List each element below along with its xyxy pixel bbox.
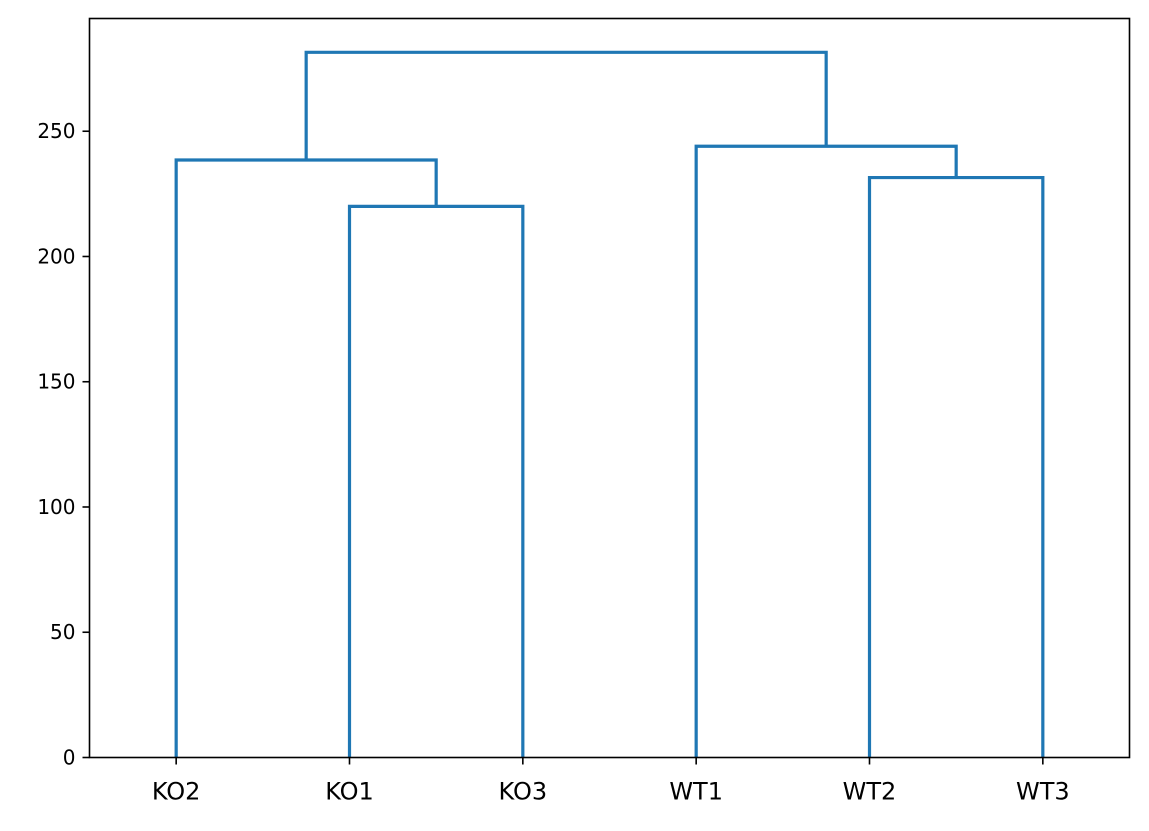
dendrogram-link-2	[174, 158, 438, 758]
leaf-label-ko2: KO2	[152, 778, 201, 806]
leaf-label-wt2: WT2	[843, 778, 897, 806]
dendrogram-link-1	[347, 204, 525, 758]
y-tick-label: 50	[50, 620, 75, 644]
leaf-label-ko1: KO1	[325, 778, 374, 806]
dendrogram-links	[174, 50, 1045, 758]
axis-ticks	[82, 130, 1044, 765]
y-tick-label: 150	[37, 370, 75, 394]
leaf-label-wt1: WT1	[669, 778, 723, 806]
dendrogram-link-5	[304, 50, 828, 161]
plot-frame	[88, 17, 1131, 759]
y-tick-label: 200	[37, 244, 75, 268]
axis-tick-labels: 0 50 100 150 200 250 KO2 KO1 KO3 WT1 WT2 WT3	[37, 119, 1069, 805]
y-tick-label: 250	[37, 119, 75, 143]
leaf-label-wt3: WT3	[1016, 778, 1070, 806]
dendrogram-link-4	[694, 144, 958, 758]
dendrogram-link-3	[867, 175, 1045, 758]
leaf-label-ko3: KO3	[499, 778, 548, 806]
y-tick-label: 100	[37, 495, 75, 519]
y-tick-label: 0	[63, 746, 76, 770]
